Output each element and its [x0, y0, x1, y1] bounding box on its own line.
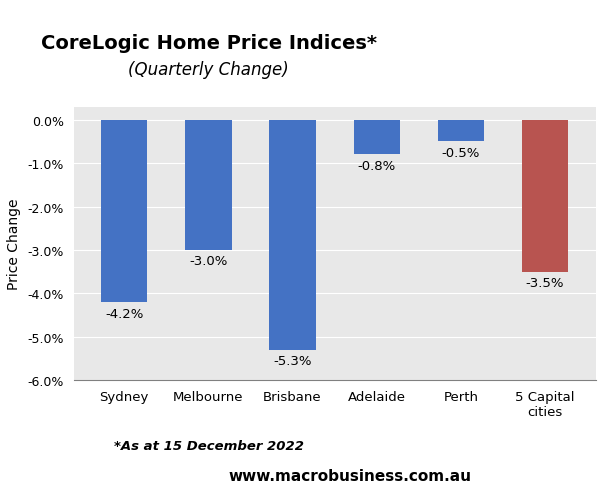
Text: -4.2%: -4.2%	[105, 307, 144, 320]
Bar	[101, 121, 147, 303]
Bar	[438, 121, 484, 142]
Text: -0.5%: -0.5%	[441, 146, 480, 160]
Text: www.macrobusiness.com.au: www.macrobusiness.com.au	[228, 468, 472, 484]
Text: (Quarterly Change): (Quarterly Change)	[128, 61, 289, 79]
Bar	[270, 121, 316, 350]
Text: -3.0%: -3.0%	[189, 255, 228, 268]
Text: MACRO: MACRO	[463, 34, 544, 53]
Text: BUSINESS: BUSINESS	[449, 67, 558, 86]
Text: CoreLogic Home Price Indices*: CoreLogic Home Price Indices*	[41, 34, 377, 53]
Text: -0.8%: -0.8%	[357, 160, 396, 172]
Text: -5.3%: -5.3%	[273, 355, 312, 367]
Text: -3.5%: -3.5%	[526, 277, 564, 289]
Bar	[354, 121, 400, 155]
Y-axis label: Price Change: Price Change	[7, 198, 20, 290]
Text: *As at 15 December 2022: *As at 15 December 2022	[114, 439, 304, 452]
Bar	[522, 121, 568, 272]
Bar	[185, 121, 231, 250]
